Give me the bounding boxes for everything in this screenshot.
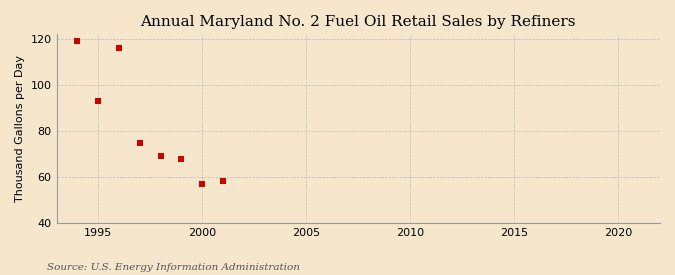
Point: [155, 154, 166, 159]
Point: [176, 156, 187, 161]
Y-axis label: Thousand Gallons per Day: Thousand Gallons per Day: [15, 55, 25, 202]
Title: Annual Maryland No. 2 Fuel Oil Retail Sales by Refiners: Annual Maryland No. 2 Fuel Oil Retail Sa…: [140, 15, 576, 29]
Point: [92, 99, 103, 103]
Point: [72, 39, 83, 43]
Text: Source: U.S. Energy Information Administration: Source: U.S. Energy Information Administ…: [47, 263, 300, 272]
Point: [113, 46, 124, 50]
Point: [197, 182, 208, 186]
Point: [217, 178, 228, 183]
Point: [134, 140, 145, 145]
